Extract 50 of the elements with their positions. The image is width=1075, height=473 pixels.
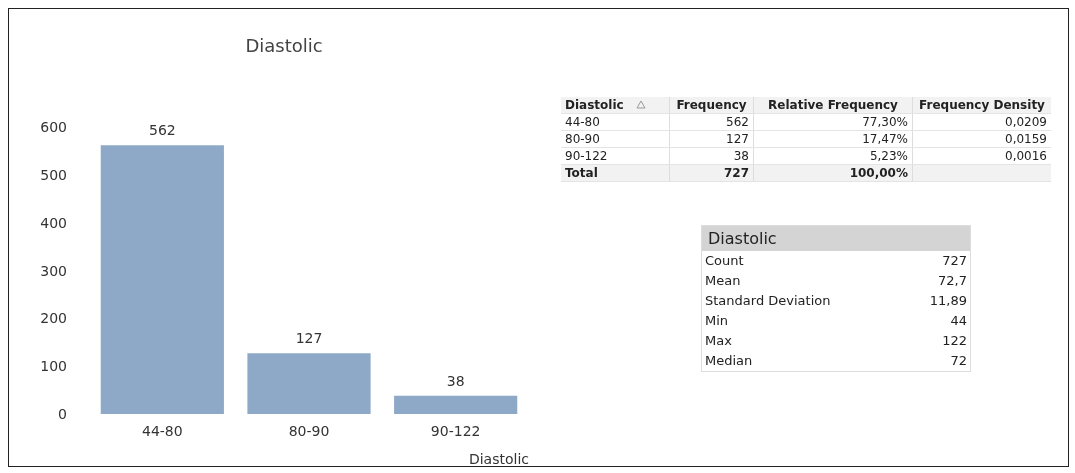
text: 0,0159 <box>912 130 1051 148</box>
text: 562 <box>669 113 754 131</box>
text: 127 <box>669 130 754 148</box>
text: 727 <box>669 164 754 182</box>
text: Frequency <box>669 97 754 114</box>
text: 122 <box>942 332 967 350</box>
text: 44-80 <box>561 113 670 131</box>
y-tick-label: 300 <box>40 262 67 279</box>
text: 727 <box>942 252 967 270</box>
text: 5,23% <box>753 147 913 165</box>
y-tick-label: 100 <box>40 358 67 375</box>
x-tick-label: 44-80 <box>141 423 183 439</box>
text: 77,30% <box>753 113 913 131</box>
x-tick-label: 90-122 <box>430 423 481 439</box>
text: Standard Deviation <box>705 292 831 310</box>
bar <box>247 353 371 414</box>
text: 17,47% <box>753 130 913 148</box>
text: Mean <box>705 272 741 290</box>
text: Total <box>561 164 670 182</box>
y-tick-label: 500 <box>40 166 67 183</box>
y-tick-label: 400 <box>40 214 67 231</box>
bar <box>100 145 224 414</box>
y-tick-label: 0 <box>58 406 67 422</box>
text: Frequency Density <box>912 97 1051 114</box>
data-label: 38 <box>446 372 465 389</box>
text: Diastolic <box>561 97 670 114</box>
text: 80-90 <box>561 130 670 148</box>
data-label: 127 <box>295 330 323 347</box>
text: Max <box>705 332 732 350</box>
x-axis-title: Diastolic <box>468 451 529 467</box>
y-tick-label: 200 <box>40 310 67 327</box>
text: 100,00% <box>753 164 913 182</box>
text: 90-122 <box>561 147 670 165</box>
text: 0,0016 <box>912 147 1051 165</box>
text: 72,7 <box>938 272 967 290</box>
text: Min <box>705 312 729 330</box>
text: 0,0209 <box>912 113 1051 131</box>
bar <box>394 395 518 414</box>
y-tick-label: 600 <box>40 119 67 135</box>
text: Count <box>705 252 744 270</box>
x-tick-label: 80-90 <box>288 423 330 439</box>
chart-title: Diastolic <box>245 34 323 56</box>
text: Relative Frequency <box>753 97 913 114</box>
text: Median <box>705 352 753 370</box>
text: Diastolic <box>702 226 970 251</box>
text: 38 <box>669 147 754 165</box>
data-label: 562 <box>148 122 176 139</box>
text: 72 <box>950 352 967 370</box>
text: 44 <box>950 312 967 330</box>
text: 11,89 <box>929 292 967 310</box>
